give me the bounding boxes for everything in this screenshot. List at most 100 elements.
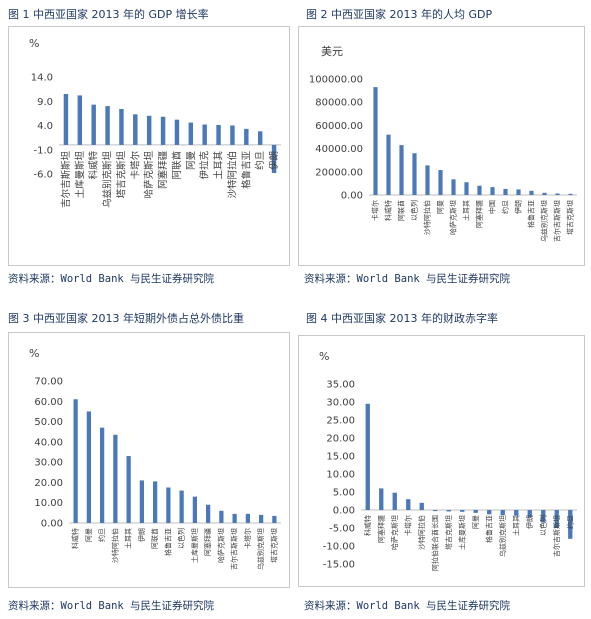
category-label: 沙特阿拉伯 [423,200,432,235]
category-label: 吉尔吉斯斯坦 [60,150,72,208]
y-tick-label: -5.00 [329,524,355,535]
bar [419,502,424,510]
bar [166,487,171,523]
y-tick-label: 10.00 [326,470,355,481]
bar [206,504,211,523]
bar [446,510,451,512]
bar [392,492,397,510]
bar [219,510,224,523]
category-label: 伊拉克 [199,150,211,179]
category-label: 乌兹别克斯坦 [540,200,549,242]
chart-short-term-debt: % 70.00 60.00 50.00 40.00 30.00 20.00 10.00 0.00… [29,347,281,570]
bar [412,153,417,195]
category-label: 土库曼斯坦 [190,528,199,563]
y-tick-label: 60.00 [34,397,63,408]
category-label: 哈萨克斯坦 [143,150,155,198]
bar [244,128,249,145]
source-note-3: 资料来源：World Bank 与民生证券研究院 [8,600,215,612]
y-tick-label: 0.00 [333,506,355,517]
y-tick-label: 15.00 [326,452,355,463]
category-label: 乌兹别克斯坦 [256,528,265,570]
bar [139,480,144,523]
bar [438,170,443,195]
category-label: 阿曼 [471,515,480,529]
category-label: 吉尔吉斯斯坦 [230,528,239,570]
category-label: 格鲁吉亚 [240,150,252,189]
category-label: 土耳其 [213,150,225,179]
category-label: 乌兹别克斯坦 [498,515,507,557]
source-note-4: 资料来源：World Bank 与民生证券研究院 [304,600,511,612]
bar [529,190,534,195]
category-label: 沙特阿拉伯 [417,515,426,550]
bar [113,434,118,523]
category-label: 阿联酋 [171,151,183,180]
bar [259,514,264,523]
category-label: 伊朗 [268,151,280,170]
bar [503,188,508,195]
bar [568,510,573,539]
bar [490,187,495,195]
category-label: 格鲁吉亚 [484,515,493,543]
category-label: 阿塞拜疆 [157,150,169,189]
category-label: 塔吉克斯坦 [444,515,453,550]
category-label: 卡塔尔 [129,150,141,179]
category-label: 阿塞拜疆 [376,515,385,543]
category-label: 约旦 [97,528,106,542]
y-tick-label: 20.00 [34,478,63,489]
bar [460,510,465,512]
category-label: 沙特阿拉伯 [110,528,119,563]
category-label: 土库曼斯坦 [457,515,466,550]
y-tick-label: 14.0 [31,73,53,84]
category-label: 阿曼 [84,528,93,542]
figure-4-title: 图 4 中西亚国家 2013 年的财政赤字率 [306,312,498,325]
y-axis-unit-label: % [319,350,329,363]
category-label: 约旦 [565,515,574,529]
category-label: 卡塔尔 [403,515,412,536]
bar [514,510,519,516]
category-label: 土耳其 [511,515,520,536]
bar [568,193,573,195]
chart-gdp-per-capita: 美元 100000.00 80000.00 60000.00 40000.00 20000… [309,45,577,242]
bar [245,513,250,523]
bar [464,182,469,195]
bar [133,114,138,145]
source-note-1: 资料来源：World Bank 与民生证券研究院 [8,273,215,285]
category-label: 哈萨克斯坦 [390,515,399,550]
category-label: 伊朗 [514,200,523,214]
y-tick-label: -1.0 [33,145,53,156]
y-axis-unit-label: % [29,37,39,50]
category-label: 以色列 [177,528,186,549]
bar [365,403,370,510]
chart-panel-short-term-debt: % 70.00 60.00 50.00 40.00 30.00 20.00 10.00 0.00… [8,332,290,588]
bar [216,125,221,145]
y-tick-label: 80000.00 [315,98,363,109]
y-tick-label: 5.00 [333,488,355,499]
bar [406,499,411,510]
bar [232,513,237,523]
bar [119,109,124,145]
bar [425,165,430,195]
bar [174,119,180,145]
y-tick-label: 100000.00 [309,75,363,86]
category-label: 约旦 [501,200,510,214]
category-label: 伊朗 [137,528,146,542]
category-label: 乌兹别克斯坦 [102,150,114,208]
bar [160,116,166,145]
y-tick-label: -15.00 [323,560,355,571]
figure-2-title: 图 2 中西亚国家 2013 年的人均 GDP [306,8,493,21]
category-label: 格鲁吉亚 [527,200,536,228]
y-tick-label: 30.00 [34,458,63,469]
bar [516,189,521,195]
category-label: 科威特 [71,528,80,549]
y-tick-label: 50.00 [34,417,63,428]
bar [202,124,207,145]
bar [230,125,235,145]
bar [100,427,105,523]
category-label: 塔吉克斯坦 [269,528,278,563]
bar [373,87,378,195]
bar [126,456,131,523]
bar [379,488,384,510]
y-tick-label: -10.00 [323,542,355,553]
category-label: 以色列 [410,200,419,221]
category-label: 卡塔尔 [371,200,380,221]
